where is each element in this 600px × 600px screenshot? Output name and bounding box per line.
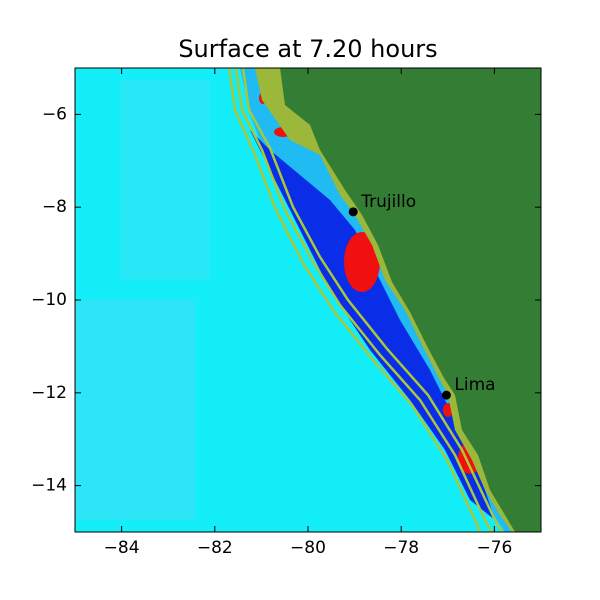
city-label: Lima [454,375,495,395]
x-tick-label: −76 [476,538,512,558]
city-label: Trujillo [360,192,416,212]
land [280,68,541,532]
wave-peak [344,232,380,292]
y-tick-label: −12 [31,383,67,403]
map-field [75,68,541,532]
x-tick-label: −80 [290,538,326,558]
city-marker [441,390,451,400]
chart-title: Surface at 7.20 hours [178,35,437,63]
y-tick-label: −6 [42,104,67,124]
ocean-shade [120,80,210,280]
city-marker [348,207,358,217]
y-tick-label: −14 [31,476,67,496]
x-tick-label: −84 [104,538,140,558]
y-tick-label: −8 [42,197,67,217]
y-tick-label: −10 [31,290,67,310]
ocean-shade [75,300,195,520]
x-tick-label: −82 [197,538,233,558]
x-tick-label: −78 [383,538,419,558]
contours [227,68,504,532]
